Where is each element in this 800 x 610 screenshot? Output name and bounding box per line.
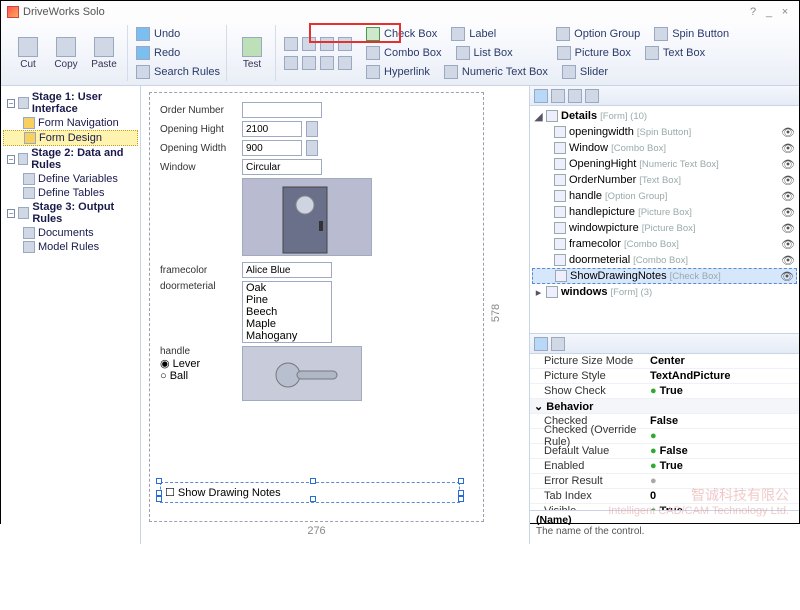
framecolor-label: framecolor (160, 265, 238, 276)
window-label: Window (160, 162, 238, 173)
nav-form-design[interactable]: Form Design (3, 130, 138, 146)
refresh-icon[interactable] (568, 89, 582, 103)
opening-height-input[interactable] (242, 121, 302, 137)
spinbutton-tool[interactable]: Spin Button (654, 25, 729, 43)
window-picture (242, 178, 372, 256)
undo-button[interactable]: Undo (136, 25, 220, 43)
window-combo[interactable] (242, 159, 322, 175)
opening-width-input[interactable] (242, 140, 302, 156)
test-button[interactable]: Test (235, 37, 269, 70)
sort-cat-icon[interactable] (534, 89, 548, 103)
listbox-tool[interactable]: List Box (456, 44, 513, 62)
ruler-horizontal: 276 (307, 525, 325, 537)
design-canvas[interactable]: Order Number Opening Hight Opening Width… (141, 86, 529, 544)
help-button[interactable]: ? (745, 6, 761, 18)
stage3[interactable]: −Stage 3: Output Rules (3, 200, 138, 226)
stage2[interactable]: −Stage 2: Data and Rules (3, 146, 138, 172)
nav-model-rules[interactable]: Model Rules (3, 240, 138, 254)
opening-height-label: Opening Hight (160, 124, 238, 135)
checkbox-tool[interactable]: Check Box (366, 25, 437, 43)
opening-width-label: Opening Width (160, 143, 238, 154)
ruler-vertical: 578 (490, 304, 502, 322)
handle-label: handle (160, 346, 238, 357)
ribbon-clipboard: Cut Copy Paste (5, 25, 128, 81)
ribbon-test: Test (229, 25, 276, 81)
sort-az-icon[interactable] (551, 89, 565, 103)
props-toolbar (530, 334, 799, 354)
ribbon: Cut Copy Paste Undo Redo Search Rules Te… (1, 23, 799, 86)
cut-button[interactable]: Cut (11, 37, 45, 70)
nav-define-variables[interactable]: Define Variables (3, 172, 138, 186)
ribbon-edit: Undo Redo Search Rules (130, 25, 227, 81)
order-number-label: Order Number (160, 105, 238, 116)
min-button[interactable]: _ (761, 6, 777, 18)
nav-define-tables[interactable]: Define Tables (3, 186, 138, 200)
nav-form-navigation[interactable]: Form Navigation (3, 116, 138, 130)
optiongroup-tool[interactable]: Option Group (556, 25, 640, 43)
nav-documents[interactable]: Documents (3, 226, 138, 240)
app-icon (7, 6, 19, 18)
nav-tree: −Stage 1: User Interface Form Navigation… (1, 86, 141, 544)
props-az-icon[interactable] (551, 337, 565, 351)
hyperlink-tool[interactable]: Hyperlink (366, 63, 430, 81)
framecolor-combo[interactable] (242, 262, 332, 278)
label-tool[interactable]: Label (451, 25, 496, 43)
doormaterial-label: doormeterial (160, 281, 238, 292)
titlebar: DriveWorks Solo ? _ × (1, 1, 799, 23)
handle-lever[interactable]: ◉ Lever (160, 357, 238, 370)
numtextbox-tool[interactable]: Numeric Text Box (444, 63, 548, 81)
objects-toolbar (530, 86, 799, 106)
paste-button[interactable]: Paste (87, 37, 121, 70)
picturebox-tool[interactable]: Picture Box (557, 44, 631, 62)
doormaterial-list[interactable]: OakPineBeechMapleMahogany (242, 281, 332, 343)
ribbon-controls: Check Box Label Option Group Spin Button… (360, 25, 795, 81)
props-cat-icon[interactable] (534, 337, 548, 351)
app-title: DriveWorks Solo (23, 6, 105, 18)
copy-button[interactable]: Copy (49, 37, 83, 70)
redo-button[interactable]: Redo (136, 44, 220, 62)
order-number-input[interactable] (242, 102, 322, 118)
object-tree[interactable]: ◢Details [Form] (10)openingwidth [Spin B… (530, 106, 799, 302)
handle-ball[interactable]: ○ Ball (160, 370, 238, 382)
ribbon-align (278, 25, 358, 81)
property-description: (Name) The name of the control. (530, 510, 799, 544)
combobox-tool[interactable]: Combo Box (366, 44, 441, 62)
slider-tool[interactable]: Slider (562, 63, 608, 81)
expand-icon[interactable] (585, 89, 599, 103)
handle-picture (242, 346, 362, 401)
close-button[interactable]: × (777, 6, 793, 18)
search-rules-button[interactable]: Search Rules (136, 63, 220, 81)
textbox-tool[interactable]: Text Box (645, 44, 705, 62)
property-grid[interactable]: Picture Size ModeCenterPicture StyleText… (530, 354, 799, 510)
stage1[interactable]: −Stage 1: User Interface (3, 90, 138, 116)
